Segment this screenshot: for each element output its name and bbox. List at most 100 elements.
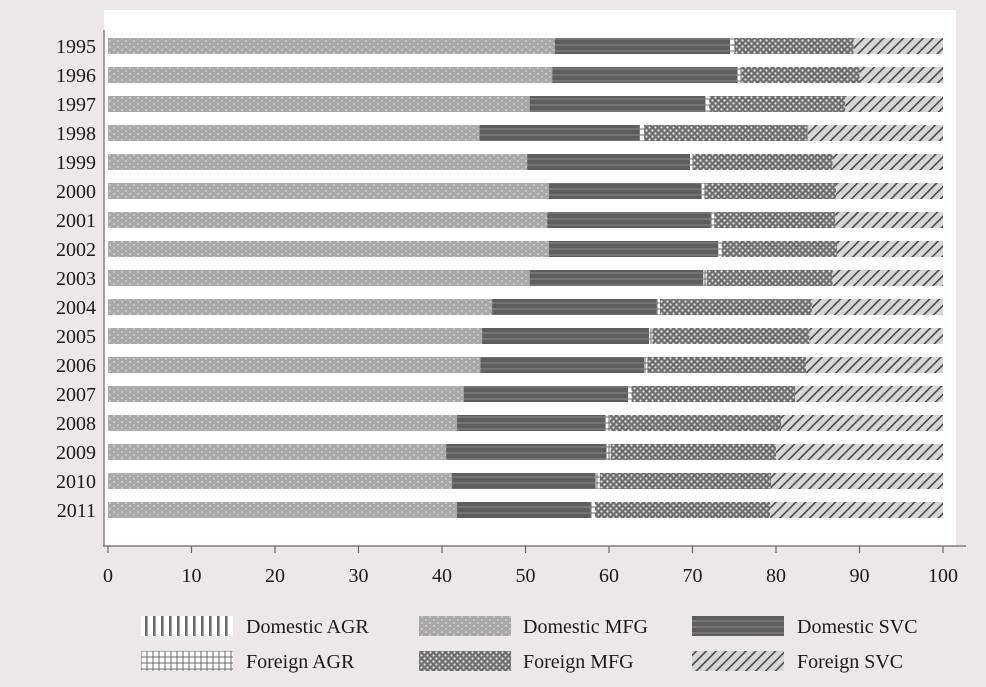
legend-item-foreign-svc: Foreign SVC [692, 651, 903, 673]
bar-segment-domestic-svc-1995 [554, 38, 731, 54]
bar-segment-domestic-mfg-2010 [108, 473, 453, 489]
x-tick-label: 100 [928, 565, 958, 587]
y-tick-label: 2007 [56, 384, 96, 406]
bar-segment-foreign-svc-1999 [832, 154, 943, 170]
bar-row-1995 [108, 38, 943, 54]
bar-segment-foreign-mfg-2001 [714, 212, 836, 228]
bar-segment-domestic-mfg-1996 [108, 67, 553, 83]
bar-segment-foreign-svc-2009 [776, 444, 943, 460]
bar-segment-domestic-svc-2011 [457, 502, 591, 518]
legend-swatch [419, 651, 511, 671]
bar-segment-foreign-svc-2003 [832, 270, 943, 286]
bar-segment-foreign-svc-1998 [807, 125, 943, 141]
bar-segment-domestic-mfg-1995 [108, 38, 555, 54]
bar-segment-foreign-agr-1998 [639, 125, 645, 141]
legend-item-foreign-mfg: Foreign MFG [419, 651, 634, 673]
bar-row-2009 [108, 444, 943, 460]
legend-item-domestic-mfg: Domestic MFG [419, 616, 648, 638]
bar-segment-foreign-mfg-2002 [721, 241, 837, 257]
bar-segment-domestic-svc-2000 [548, 183, 702, 199]
y-tick-label: 2000 [56, 181, 96, 203]
bar-segment-foreign-agr-2011 [590, 502, 595, 518]
bar-row-2011 [108, 502, 943, 518]
bar-segment-foreign-svc-1995 [853, 38, 943, 54]
bar-segment-domestic-mfg-1997 [108, 96, 530, 112]
bar-segment-foreign-agr-2002 [718, 241, 722, 257]
bar-row-2005 [108, 328, 943, 344]
bar-segment-foreign-agr-2004 [656, 299, 660, 315]
bar-segment-foreign-agr-2001 [710, 212, 715, 228]
bar-segment-domestic-mfg-2002 [108, 241, 549, 257]
bar-segment-foreign-mfg-2011 [594, 502, 771, 518]
bar-segment-foreign-mfg-2003 [706, 270, 833, 286]
bar-segment-foreign-svc-1997 [845, 96, 943, 112]
bar-segment-foreign-mfg-2000 [705, 183, 837, 199]
bar-segment-foreign-svc-2004 [811, 299, 944, 315]
legend-swatch [141, 651, 233, 671]
bar-segment-domestic-svc-2008 [457, 415, 606, 431]
y-tick-label: 2005 [56, 326, 96, 348]
legend-label: Domestic SVC [797, 616, 918, 638]
x-tick-label: 50 [516, 565, 536, 587]
bar-segment-foreign-agr-2006 [644, 357, 648, 373]
legend-swatch [141, 616, 233, 636]
bar-row-1999 [108, 154, 943, 170]
y-tick-label: 1999 [56, 152, 96, 174]
legend-label: Foreign AGR [246, 651, 355, 673]
bar-segment-domestic-mfg-2009 [108, 444, 447, 460]
legend: Domestic AGR Domestic MFG Domestic SVC Fore… [141, 616, 918, 673]
bar-segment-domestic-mfg-2008 [108, 415, 458, 431]
bar-segment-foreign-agr-2010 [595, 473, 600, 489]
bar-segment-domestic-mfg-2011 [108, 502, 458, 518]
bar-segment-domestic-mfg-2004 [108, 299, 493, 315]
y-tick-label: 2009 [56, 442, 96, 464]
bar-row-2008 [108, 415, 943, 431]
bar-segment-domestic-mfg-2000 [108, 183, 549, 199]
bar-segment-foreign-svc-2007 [795, 386, 943, 402]
bar-segment-foreign-svc-2006 [806, 357, 943, 373]
bar-segment-foreign-svc-2000 [836, 183, 943, 199]
bar-row-2003 [108, 270, 943, 286]
y-tick-label: 2004 [56, 297, 96, 319]
bar-row-1997 [108, 96, 943, 112]
bar-segment-foreign-mfg-2009 [610, 444, 776, 460]
x-tick-label: 60 [599, 565, 619, 587]
bar-segment-domestic-svc-2005 [482, 328, 650, 344]
legend-label: Foreign MFG [523, 651, 634, 673]
bar-segment-foreign-svc-2002 [836, 241, 943, 257]
bar-segment-domestic-svc-1997 [529, 96, 706, 112]
bar-segment-domestic-svc-1999 [527, 154, 690, 170]
bar-segment-domestic-mfg-2005 [108, 328, 483, 344]
bar-segment-foreign-agr-2007 [628, 386, 632, 402]
x-ticks: 0 10 20 30 40 50 60 70 80 90 100 [103, 546, 958, 587]
bar-row-1998 [108, 125, 943, 141]
y-tick-label: 2010 [56, 471, 96, 493]
x-tick-label: 80 [766, 565, 786, 587]
bar-row-2001 [108, 212, 944, 228]
bar-row-2004 [108, 299, 944, 315]
bar-segment-domestic-svc-1996 [552, 67, 738, 83]
y-tick-label: 2011 [57, 500, 96, 522]
bar-row-2010 [108, 473, 943, 489]
bar-segment-domestic-svc-2004 [492, 299, 657, 315]
bar-segment-domestic-mfg-2007 [108, 386, 464, 402]
bar-segment-domestic-svc-2009 [446, 444, 607, 460]
bar-segment-foreign-mfg-2005 [652, 328, 810, 344]
bar-segment-domestic-mfg-2006 [108, 357, 481, 373]
bar-row-1996 [108, 67, 943, 83]
legend-item-foreign-agr: Foreign AGR [141, 651, 355, 673]
y-tick-label: 1995 [56, 36, 96, 58]
bar-row-2007 [108, 386, 943, 402]
bar-segment-foreign-mfg-1999 [693, 154, 833, 170]
bar-segment-foreign-agr-1997 [705, 96, 710, 112]
y-tick-label: 2003 [56, 268, 96, 290]
bar-segment-foreign-agr-2005 [649, 328, 653, 344]
bar-segment-foreign-agr-2000 [701, 183, 706, 199]
bar-segment-foreign-agr-2003 [703, 270, 707, 286]
bar-segment-domestic-svc-1998 [479, 125, 640, 141]
bar-segment-foreign-svc-2011 [770, 502, 943, 518]
y-tick-label: 2001 [56, 210, 96, 232]
bar-segment-foreign-agr-1999 [690, 154, 694, 170]
